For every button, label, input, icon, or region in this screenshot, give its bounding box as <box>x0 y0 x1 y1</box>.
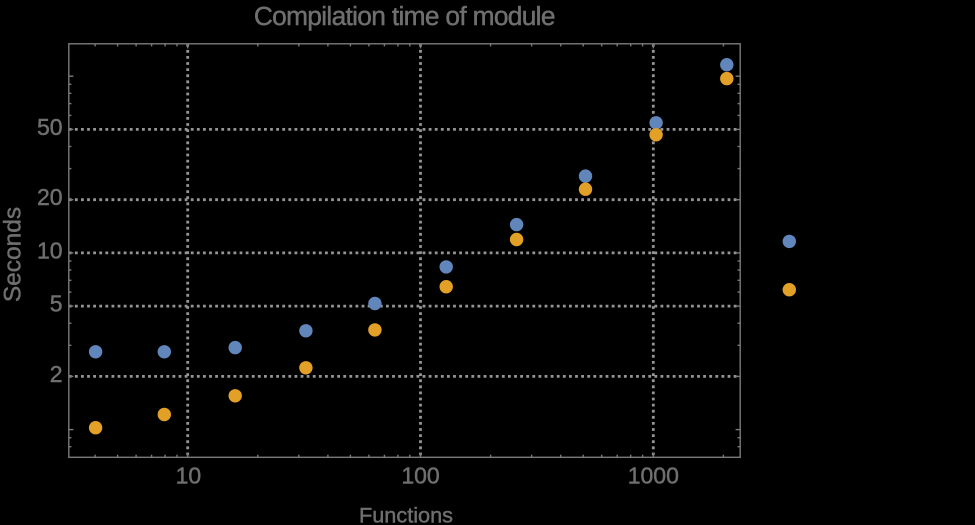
svg-text:Functions: Functions <box>359 502 453 525</box>
svg-text:100: 100 <box>401 462 439 488</box>
svg-text:1000: 1000 <box>628 462 679 488</box>
svg-text:5: 5 <box>50 291 63 317</box>
svg-text:10: 10 <box>176 462 202 488</box>
svg-text:20: 20 <box>37 184 63 210</box>
svg-text:Seconds: Seconds <box>0 207 27 302</box>
svg-text:2: 2 <box>50 361 63 387</box>
svg-text:50: 50 <box>37 114 63 140</box>
svg-text:10: 10 <box>37 237 63 263</box>
svg-text:Compilation time of module: Compilation time of module <box>254 1 555 31</box>
